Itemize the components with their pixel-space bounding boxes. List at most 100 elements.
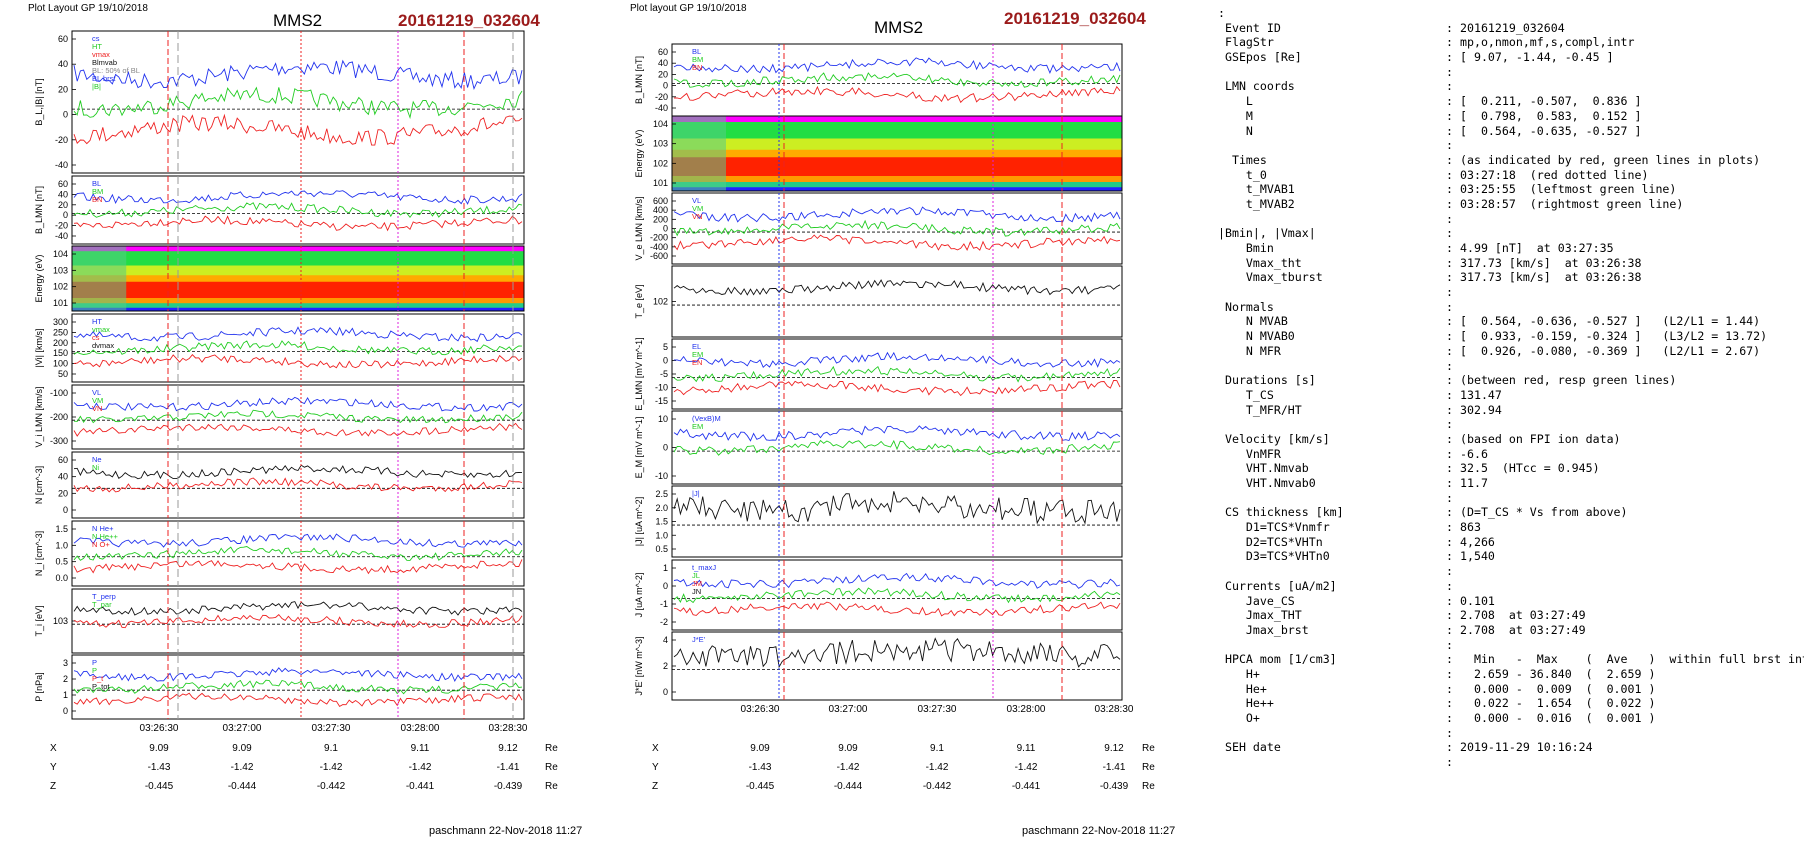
info-colon: : (1446, 725, 1453, 740)
ephemeris-value: -1.42 (837, 762, 860, 773)
info-key: N MVAB0 (1218, 329, 1295, 344)
info-key: O+ (1218, 711, 1260, 725)
panel-y-axis-label: Energy (eV) (634, 129, 644, 177)
y-tick-label: -400 (650, 242, 668, 252)
info-row: T_MFR/HT:302.94 (1218, 403, 1798, 418)
info-colon: : (1446, 402, 1453, 417)
info-key: Vmax_tht (1218, 255, 1302, 270)
y-tick-label: 0.5 (655, 544, 668, 554)
info-key: Vmax_tburst (1218, 270, 1323, 285)
series-trace (73, 692, 523, 708)
y-tick-label: -10 (655, 383, 668, 393)
y-tick-label: 2.0 (655, 503, 668, 513)
info-key: Jave_CS (1218, 593, 1295, 608)
info-colon: : (1446, 138, 1453, 153)
info-row: VHT.Nmvab:32.5 (HTcc = 0.945) (1218, 461, 1798, 476)
y-tick-label: -20 (55, 135, 68, 145)
legend-entry: BN (92, 195, 102, 204)
info-row: LMN coords: (1218, 79, 1798, 94)
spectrogram-band (672, 182, 1122, 188)
ephemeris-value: -1.42 (320, 762, 343, 773)
info-value: 03:28:57 (rightmost green line) (1460, 196, 1684, 211)
info-value: 302.94 (1460, 402, 1502, 417)
ephemeris-unit: Re (545, 762, 558, 773)
series-trace (73, 464, 523, 480)
time-tick-label: 03:28:30 (489, 723, 528, 734)
series-trace (73, 679, 523, 695)
ephemeris-value: -0.442 (317, 781, 346, 792)
info-colon: : (1446, 696, 1453, 711)
info-row: t_MVAB1:03:25:55 (leftmost green line) (1218, 182, 1798, 197)
y-tick-label: 20 (58, 200, 68, 210)
y-tick-label: 200 (653, 214, 668, 224)
info-row: N MFR: [ 0.926, -0.080, -0.369 ] (L2/L1 =… (1218, 344, 1798, 359)
panel-frame (671, 43, 1123, 117)
info-colon: : (1446, 299, 1453, 314)
y-tick-label: 1 (663, 563, 668, 573)
info-colon: : (1446, 211, 1453, 226)
info-colon: : (1446, 226, 1453, 241)
legend-entry: cs (92, 333, 100, 342)
y-tick-label: 2 (663, 661, 668, 671)
info-key: He++ (1218, 696, 1274, 711)
ephemeris-value: -1.42 (409, 762, 432, 773)
y-tick-label: -1 (660, 599, 668, 609)
ephemeris-label: X (50, 743, 57, 754)
info-colon: : (1446, 79, 1453, 94)
y-tick-label: 0.0 (55, 573, 68, 583)
series-trace (73, 86, 523, 120)
y-tick-label: 101 (653, 178, 668, 188)
info-key: D2=TCS*VHTn (1218, 534, 1323, 549)
y-tick-label: -40 (655, 103, 668, 113)
info-colon: : (1446, 755, 1453, 770)
ephemeris-value: 9.11 (1017, 743, 1036, 754)
info-row: : (1218, 755, 1798, 770)
panel-spec: 104 103 102 101 Energy (eV) (34, 245, 525, 312)
series-trace (673, 85, 1121, 104)
legend-entry: JN (692, 587, 701, 596)
ephemeris-value: -0.444 (834, 781, 863, 792)
info-value: 863 (1460, 520, 1481, 535)
panel-frame (71, 313, 525, 383)
y-tick-label: 2.5 (655, 489, 668, 499)
info-colon: : (1446, 285, 1453, 300)
info-colon: : (1446, 711, 1453, 725)
panel-y-axis-label: T_e [eV] (634, 284, 644, 318)
time-tick-label: 03:27:00 (223, 723, 262, 734)
info-row: Jave_CS:0.101 (1218, 594, 1798, 609)
y-tick-label: 250 (53, 327, 68, 337)
info-key: H+ (1218, 666, 1260, 681)
panel-y-axis-label: N [cm^-3] (34, 466, 44, 504)
right-plot-header: Plot layout GP 19/10/2018 (630, 3, 747, 14)
panel-y-axis-label: V_i LMN [km/s] (34, 386, 44, 447)
info-colon: : (1446, 578, 1453, 593)
y-tick-label: 103 (653, 139, 668, 149)
right-spacecraft-title: MMS2 (874, 18, 923, 37)
info-row: : (1218, 359, 1798, 374)
info-value: (between red, resp green lines) (1460, 373, 1677, 388)
y-tick-label: 600 (653, 196, 668, 206)
legend-entry: EN (692, 358, 702, 367)
panel-espec: 104 103 102 101 Energy (eV) (634, 115, 1123, 192)
panel-y-axis-label: J [uA m^-2] (634, 573, 644, 618)
panel-te: 102 T_e [eV] (634, 265, 1123, 338)
panel-y-axis-label: E_LMN [mV m^-1] (634, 337, 644, 410)
info-key: Velocity [km/s] (1218, 431, 1330, 446)
legend-entry: BL brst (92, 74, 116, 83)
info-row: D2=TCS*VHTn:4,266 (1218, 535, 1798, 550)
ephemeris-value: 9.12 (1104, 743, 1124, 754)
info-colon: : (1446, 343, 1453, 358)
info-value: (D=T_CS * Vs from above) (1460, 505, 1628, 520)
panel-frame (71, 30, 525, 174)
y-tick-label: -15 (655, 396, 668, 406)
info-value: -6.6 (1460, 446, 1488, 461)
info-value: [ 0.933, -0.159, -0.324 ] (L3/L2 = 13.72… (1460, 329, 1768, 344)
panel-frame (671, 338, 1123, 410)
ephemeris-value: 9.09 (838, 743, 858, 754)
info-row: : (1218, 138, 1798, 153)
ephemeris-value: -1.41 (497, 762, 520, 773)
